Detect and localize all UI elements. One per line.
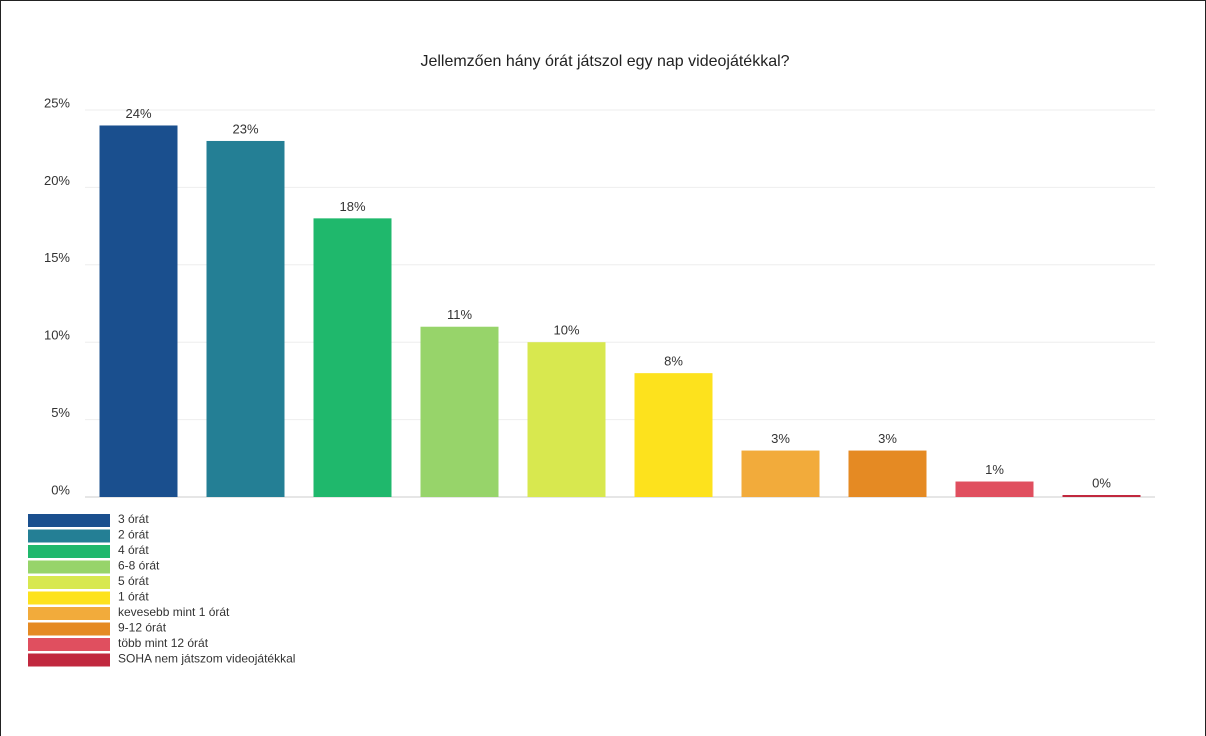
legend-swatch [28, 607, 110, 620]
legend-swatch [28, 653, 110, 667]
bar [741, 450, 820, 497]
value-label: 18% [339, 199, 365, 214]
bar [99, 125, 178, 497]
bar [634, 373, 713, 497]
y-tick-label: 20% [44, 173, 70, 188]
legend-label: 3 órát [118, 512, 149, 526]
value-label: 10% [553, 323, 579, 338]
y-tick-label: 15% [44, 250, 70, 265]
value-label: 1% [985, 462, 1004, 477]
legend-label: 5 órát [118, 574, 149, 588]
legend-label: 9-12 órát [118, 621, 167, 635]
bar [848, 450, 927, 497]
legend-swatch [28, 514, 110, 527]
value-label: 3% [878, 431, 897, 446]
bar [527, 342, 606, 497]
bar [1062, 495, 1141, 497]
y-tick-label: 25% [44, 95, 70, 110]
legend-label: 6-8 órát [118, 559, 160, 573]
legend-label: 2 órát [118, 528, 149, 542]
value-label: 24% [125, 106, 151, 121]
value-label: 23% [232, 121, 258, 136]
value-label: 0% [1092, 475, 1111, 490]
legend-swatch [28, 638, 110, 651]
legend-swatch [28, 529, 110, 543]
legend-label: 4 órát [118, 543, 149, 557]
legend-label: SOHA nem játszom videojátékkal [118, 652, 295, 666]
legend-swatch [28, 560, 110, 574]
chart-title: Jellemzően hány órát játszol egy nap vid… [420, 53, 789, 70]
legend-label: több mint 12 órát [118, 636, 209, 650]
y-tick-label: 10% [44, 328, 70, 343]
legend-swatch [28, 576, 110, 589]
bar [206, 140, 285, 497]
legend-swatch [28, 591, 110, 605]
legend-swatch [28, 622, 110, 636]
legend-label: kevesebb mint 1 órát [118, 605, 230, 619]
value-label: 8% [664, 354, 683, 369]
value-label: 3% [771, 431, 790, 446]
bar [313, 218, 392, 498]
legend-swatch [28, 545, 110, 558]
bar [420, 326, 499, 497]
bar [955, 481, 1034, 497]
value-label: 11% [447, 307, 472, 322]
legend-label: 1 órát [118, 590, 149, 604]
y-tick-label: 5% [51, 405, 70, 420]
y-tick-label: 0% [51, 482, 70, 497]
